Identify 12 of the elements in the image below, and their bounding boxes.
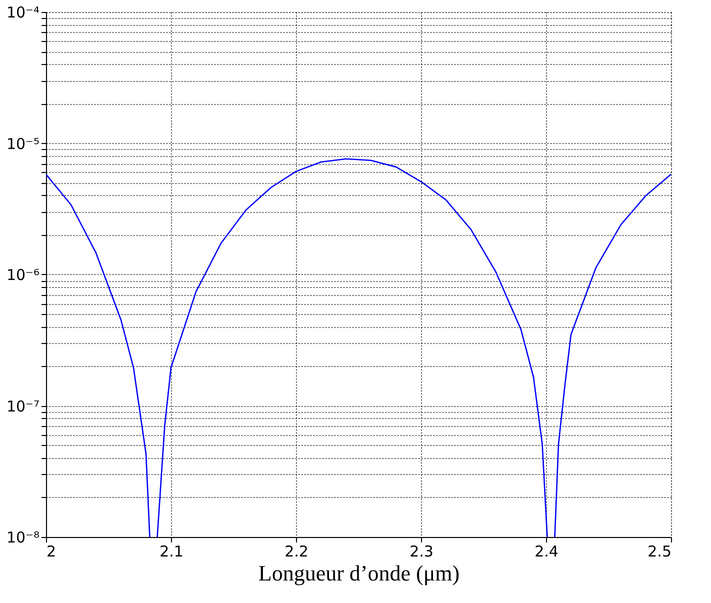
y-tick-label: 10⁻⁸ (6, 528, 40, 546)
y-tick-label: 10⁻⁷ (6, 397, 40, 416)
x-axis-title: Longueur d’onde (μm) (258, 560, 460, 586)
x-tick-label: 2.4 (534, 542, 558, 560)
x-tick-label: 2.1 (160, 542, 184, 560)
y-tick-label: 10⁻⁶ (6, 266, 40, 284)
x-tick-label: 2 (46, 542, 56, 560)
x-tick-label: 2.3 (410, 542, 434, 560)
x-tick-label: 2.5 (648, 542, 672, 560)
y-tick-label: 10⁻⁵ (6, 134, 40, 153)
y-tick-label: 10⁻⁴ (6, 4, 40, 22)
x-tick-label: 2.2 (284, 542, 308, 560)
